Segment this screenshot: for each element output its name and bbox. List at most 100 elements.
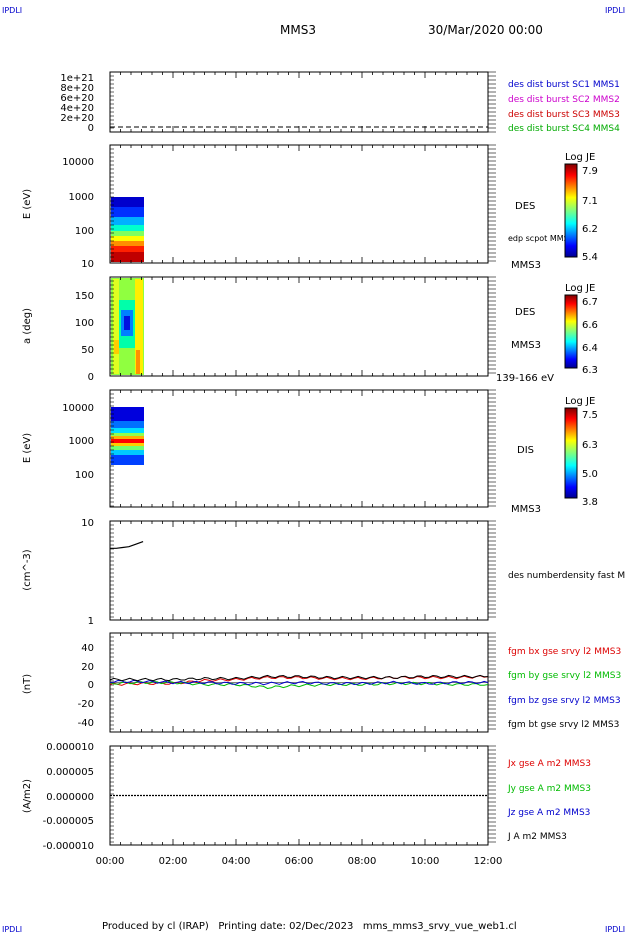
panel-2-cbar-title: Log JE: [565, 152, 595, 163]
panel-1-legend-mms3: des dist burst SC3 MMS3: [508, 110, 620, 120]
corner-label-top-left: IPDLI: [2, 6, 22, 15]
panel-2-cbar-tick-0: 7.9: [582, 166, 598, 177]
tick-marks: [109, 71, 496, 845]
panel-5-ytick-1: 1: [88, 616, 94, 627]
date-title: 30/Mar/2020 00:00: [428, 23, 543, 37]
panel-6-plot: [109, 674, 489, 690]
panel-2-frame: [109, 144, 489, 264]
panel-1-ytick-4: 2e+20: [60, 113, 94, 124]
panel-4-ytick-0: 10000: [62, 403, 94, 414]
panel-3-cbar-tick-3: 6.3: [582, 365, 598, 376]
spacecraft-title: MMS3: [280, 23, 316, 37]
panel-2-label-scpot: edp scpot MMS3: [508, 234, 574, 243]
panel-6-legend-bt: fgm bt gse srvy l2 MMS3: [508, 720, 619, 730]
panel-2-colorbar: [564, 163, 578, 258]
panel-4-cbar-tick-3: 3.8: [582, 497, 598, 508]
panel-3-label-mms: MMS3: [511, 340, 541, 351]
panel-1-ytick-3: 4e+20: [60, 103, 94, 114]
panel-2-ylabel: E (eV): [22, 189, 33, 219]
panel-7-legend-jx: Jx gse A m2 MMS3: [507, 759, 591, 769]
panel-5-ylabel: (cm^-3): [22, 549, 33, 590]
bz-line: [109, 679, 489, 686]
panel-7-ylabel: (A/m2): [22, 779, 33, 813]
density-line: [110, 541, 144, 549]
panel-3-frame: [109, 276, 489, 377]
panel-4-ylabel: E (eV): [22, 433, 33, 463]
panel-3-cbar-title: Log JE: [565, 283, 595, 294]
panel-3-ytick-2: 50: [81, 345, 94, 356]
panel-1-legend-mms1: des dist burst SC1 MMS1: [508, 80, 620, 90]
corner-label-bottom-right: IPDLI: [605, 925, 625, 934]
panel-3-ytick-1: 100: [75, 318, 94, 329]
panel-5-ytick-0: 10: [81, 518, 94, 529]
panel-5-plot: [110, 541, 144, 549]
xtick-1000: 10:00: [411, 856, 440, 867]
footer-credits: Produced by cl (IRAP) Printing date: 02/…: [102, 921, 517, 932]
panel-7-legend-jy: Jy gse A m2 MMS3: [507, 784, 591, 794]
panel-7-ytick-0: 0.000010: [46, 742, 94, 753]
panel-4-cbar-tick-2: 5.0: [582, 469, 598, 480]
panel-3-cbar-tick-0: 6.7: [582, 297, 598, 308]
panel-3-cbar-tick-2: 6.4: [582, 343, 598, 354]
panel-6-ytick-0: 40: [81, 643, 94, 654]
panel-1-legend-mms2: des dist burst SC2 MMS2: [508, 95, 620, 105]
corner-label-top-right: IPDLI: [605, 6, 625, 15]
panel-1-ytick-0: 1e+21: [60, 73, 94, 84]
panel-2-spectrogram: [111, 197, 144, 262]
panel-5-legend: des numberdensity fast M: [508, 571, 625, 581]
panel-7-legend-jz: Jz gse A m2 MMS3: [507, 808, 590, 818]
corner-label-bottom-left: IPDLI: [2, 925, 22, 934]
panel-6-ytick-2: 0: [88, 680, 94, 691]
panel-2-label-mms: MMS3: [511, 260, 541, 271]
panel-1-legend-mms4: des dist burst SC4 MMS4: [508, 124, 620, 134]
by-line: [109, 680, 489, 690]
panel-6-ytick-3: -20: [78, 699, 94, 710]
bt-line: [109, 674, 489, 682]
panel-4-colorbar: [564, 407, 578, 499]
panel-2-label-des: DES: [515, 201, 535, 212]
panel-2-cbar-tick-1: 7.1: [582, 196, 598, 207]
panel-3-spectrogram: [111, 278, 144, 375]
xtick-0600: 06:00: [285, 856, 314, 867]
panel-6-ytick-1: 20: [81, 662, 94, 673]
panel-2-ytick-0: 10000: [62, 157, 94, 168]
panel-6-legend-bx: fgm bx gse srvy l2 MMS3: [508, 647, 621, 657]
panel-3-ytick-3: 0: [88, 372, 94, 383]
panel-6-legend-bz: fgm bz gse srvy l2 MMS3: [508, 696, 621, 706]
panel-4-ytick-2: 100: [75, 470, 94, 481]
panel-2-ytick-2: 100: [75, 226, 94, 237]
panel-7-legend-j: J A m2 MMS3: [507, 832, 567, 842]
panel-4-cbar-tick-0: 7.5: [582, 410, 598, 421]
panel-3-label-des: DES: [515, 307, 535, 318]
panel-3-ytick-0: 150: [75, 291, 94, 302]
panel-7-ytick-3: -0.000005: [43, 816, 94, 827]
panel-4-cbar-tick-1: 6.3: [582, 440, 598, 451]
panel-5-frame: [109, 520, 489, 621]
panel-7-ytick-4: -0.000010: [43, 841, 94, 852]
panel-4-frame: [109, 389, 489, 508]
panel-4-cbar-title: Log JE: [565, 396, 595, 407]
panel-3-cbar-tick-1: 6.6: [582, 320, 598, 331]
panel-1-ytick-5: 0: [88, 123, 94, 134]
xtick-0200: 02:00: [159, 856, 188, 867]
panel-4-label-dis: DIS: [517, 445, 534, 456]
panel-2-cbar-tick-2: 6.2: [582, 224, 598, 235]
panel-3-label-range: 139-166 eV: [496, 373, 554, 384]
panel-7-ytick-1: 0.000005: [46, 767, 94, 778]
xtick-0000: 00:00: [96, 856, 125, 867]
panel-3-colorbar: [564, 294, 578, 369]
panel-1-ytick-2: 6e+20: [60, 93, 94, 104]
panel-2-cbar-tick-3: 5.4: [582, 252, 598, 263]
panel-7-ytick-2: 0.000000: [46, 792, 94, 803]
panel-6-legend-by: fgm by gse srvy l2 MMS3: [508, 671, 621, 681]
xtick-0800: 08:00: [348, 856, 377, 867]
panel-2-ytick-3: 10: [81, 259, 94, 270]
panel-1-ytick-1: 8e+20: [60, 83, 94, 94]
panel-4-spectrogram: [111, 407, 144, 465]
panel-4-label-mms: MMS3: [511, 504, 541, 515]
xtick-0400: 04:00: [222, 856, 251, 867]
xtick-1200: 12:00: [474, 856, 503, 867]
panel-4-ytick-1: 1000: [69, 436, 94, 447]
panel-2-ytick-1: 1000: [69, 192, 94, 203]
